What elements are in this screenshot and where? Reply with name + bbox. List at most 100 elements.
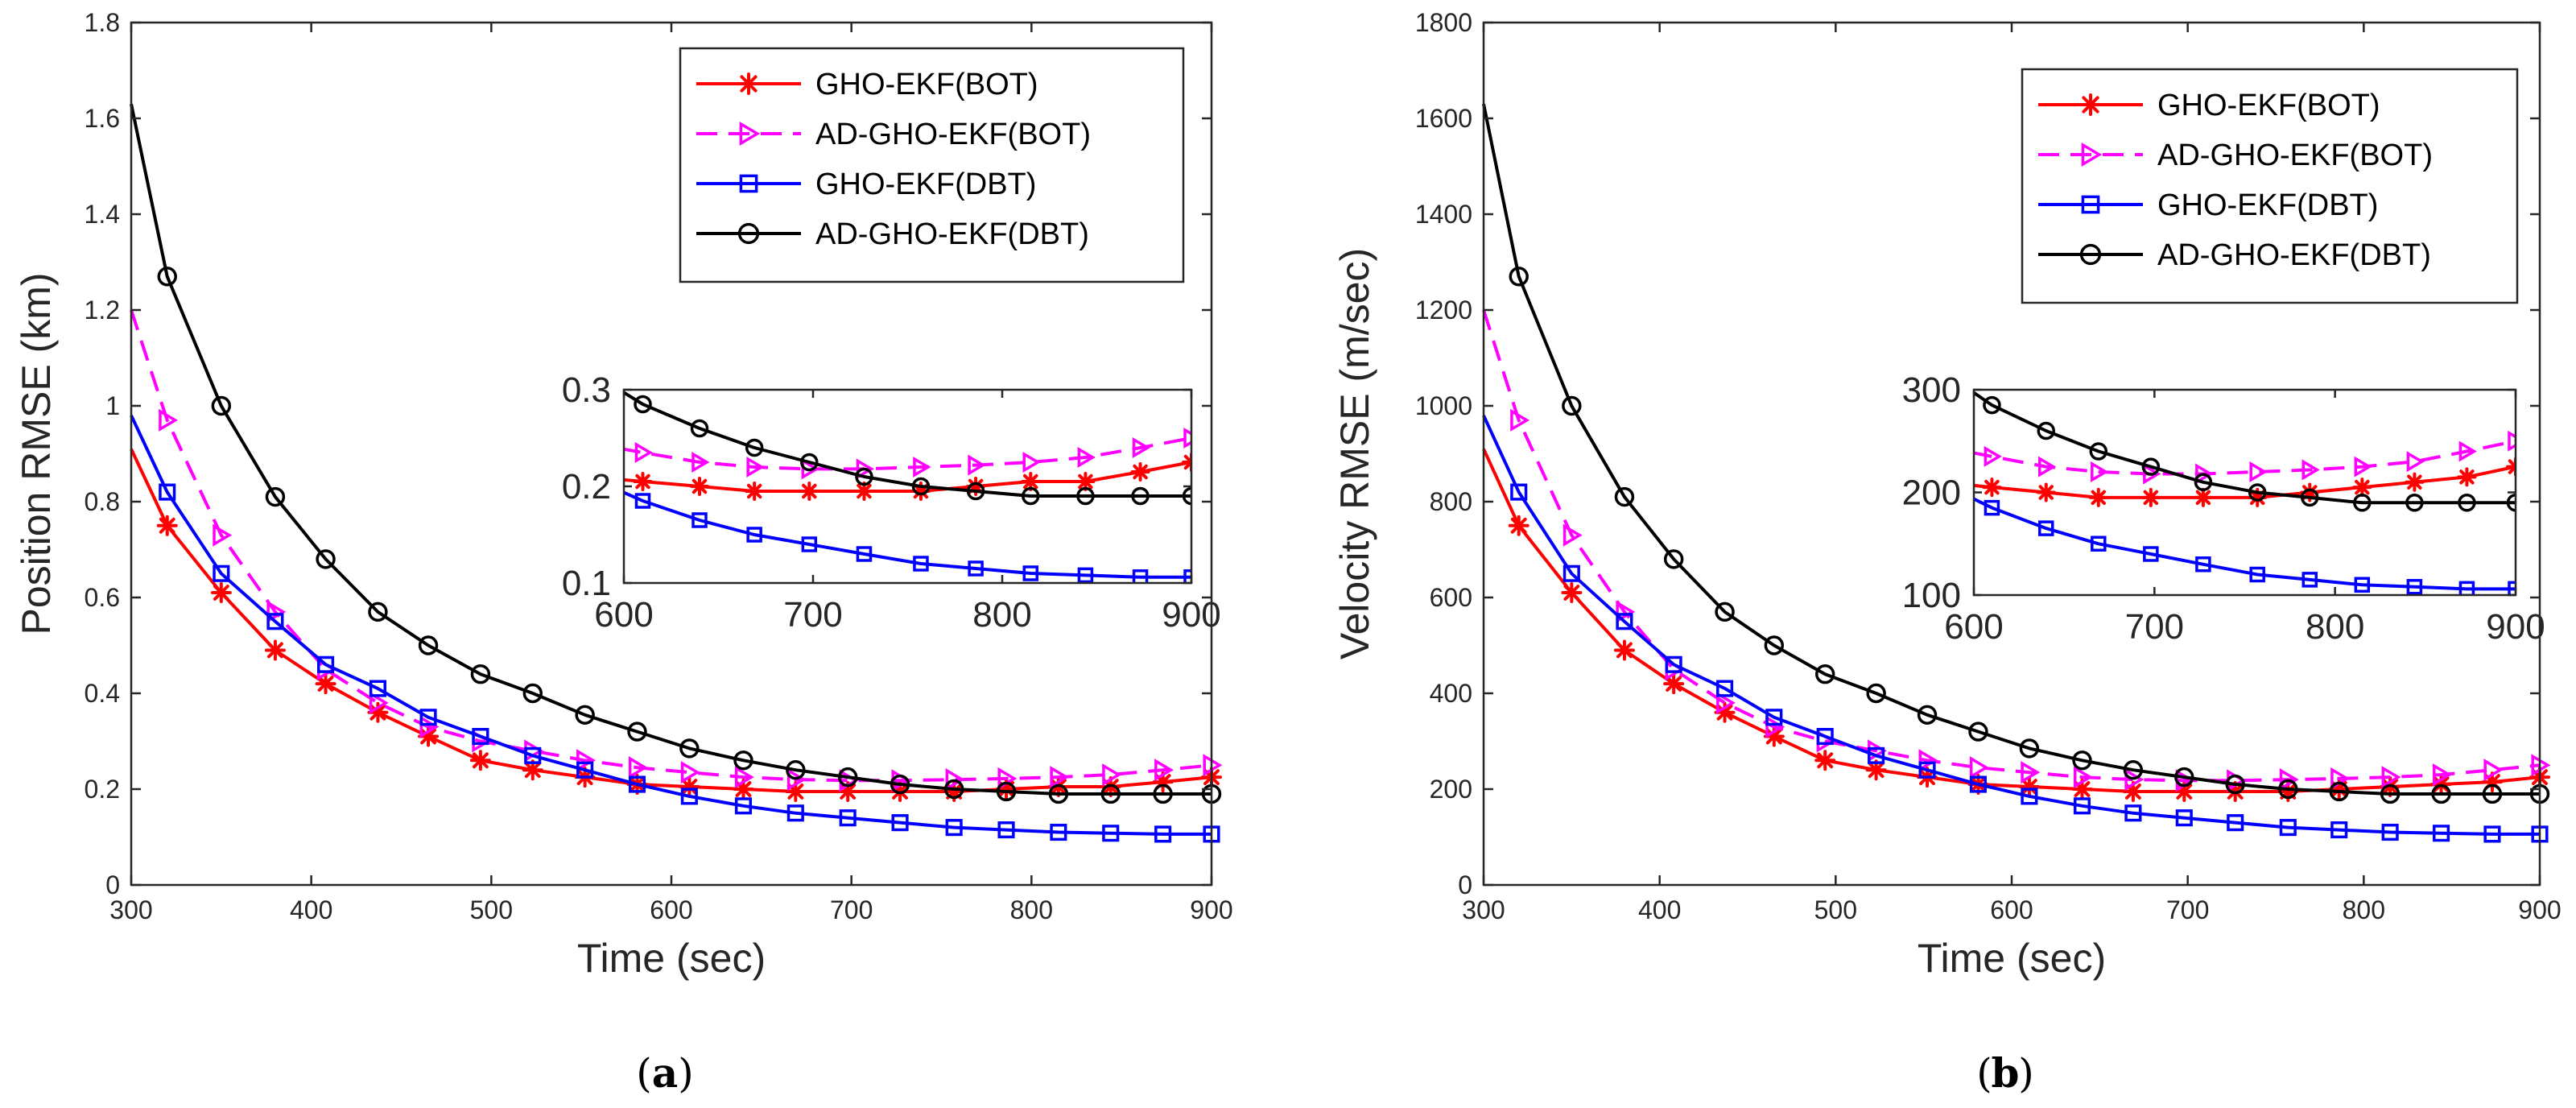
main-point-2-9	[576, 761, 594, 779]
inset-point-3-4	[800, 453, 819, 472]
main-point-3-2	[1562, 395, 1582, 416]
inset-point-2-1	[634, 493, 651, 509]
chart-b: 300 400 500 600 700 800 900 0 200 400 600 800 1000 12…	[1332, 8, 2562, 1097]
main-point-3-10	[1968, 721, 1988, 742]
main-point-0-7	[1814, 750, 1836, 771]
legend-label-2: GHO-EKF(DBT)	[2157, 188, 2378, 222]
legend-marker-3	[737, 222, 760, 245]
inset-point-0-9	[1075, 472, 1096, 491]
inset-point-0-1	[633, 472, 653, 491]
inset-point-2-8	[2354, 577, 2371, 593]
main-point-3-11	[679, 738, 700, 759]
main-point-3-4	[1663, 549, 1684, 569]
main-point-1-16	[2279, 768, 2299, 792]
inset-point-1-4	[2143, 463, 2161, 485]
main-point-3-13	[2123, 760, 2144, 780]
legend-marker-1	[739, 121, 761, 147]
main-point-1-16	[945, 768, 965, 792]
inset-point-0-10	[2457, 467, 2477, 487]
main-series-line-3	[1482, 103, 2540, 796]
x-tick-label: 400	[290, 895, 332, 924]
inset-point-2-7	[2301, 572, 2318, 588]
inset-point-2-5	[856, 546, 873, 562]
x-axis-label: Time (sec)	[1918, 936, 2106, 981]
main-point-2-16	[945, 819, 963, 837]
main-point-3-4	[316, 549, 336, 569]
main-point-3-3	[1614, 486, 1635, 507]
main-point-1-18	[2381, 766, 2401, 789]
inset-point-2-3	[2091, 535, 2107, 552]
main-series-line-0	[1482, 448, 2541, 793]
inset-point-2-10	[2458, 581, 2475, 595]
inset-point-3-7	[966, 482, 985, 501]
main-point-1-18	[1050, 766, 1070, 789]
inset-point-1-1	[634, 441, 653, 464]
legend-label-1: AD-GHO-EKF(BOT)	[815, 118, 1091, 151]
main-point-1-3	[266, 600, 287, 623]
inset-x-tick-label: 700	[783, 595, 842, 635]
main-point-1-1	[1510, 408, 1530, 432]
main-point-3-19	[2431, 783, 2451, 804]
main-point-2-12	[2073, 797, 2091, 815]
main-point-2-12	[734, 797, 753, 815]
main-point-3-11	[2019, 738, 2040, 759]
main-point-2-14	[839, 809, 857, 827]
legend-marker-1	[2081, 142, 2103, 167]
inset-point-3-2	[2037, 421, 2055, 440]
inset-point-3-1	[1983, 395, 2001, 415]
y-axis-label: Velocity RMSE (m/sec)	[1332, 248, 1377, 659]
inset-point-3-6	[911, 477, 931, 496]
main-point-1-2	[213, 523, 233, 547]
main-point-1-11	[680, 761, 700, 784]
inset-point-2-2	[2037, 520, 2054, 536]
main-point-2-1	[1510, 483, 1528, 501]
y-tick-label: 1.2	[85, 296, 120, 325]
y-tick-label: 1200	[1415, 296, 1472, 325]
main-point-2-8	[524, 746, 542, 764]
main-point-0-2	[210, 582, 232, 604]
x-tick-label: 800	[1010, 895, 1053, 924]
inset-series-1	[1974, 430, 2516, 485]
main-point-1-3	[1616, 600, 1636, 623]
main-point-2-10	[1969, 775, 1988, 793]
inset-series-3	[624, 391, 1191, 506]
inset-series-1	[624, 427, 1191, 480]
legend-marker-3	[2079, 243, 2102, 266]
main-point-1-20	[2483, 759, 2504, 782]
inset-point-1-8	[1022, 451, 1041, 473]
inset-point-0-2	[690, 477, 709, 496]
panel-caption: (a)	[636, 1049, 694, 1097]
main-point-1-9	[1918, 749, 1938, 772]
inset-point-1-8	[2354, 456, 2372, 478]
main-series-3	[130, 103, 1222, 804]
main-point-3-17	[2329, 781, 2349, 802]
y-tick-label: 1.4	[85, 200, 120, 229]
inset-series-0	[624, 453, 1191, 501]
main-point-1-5	[1716, 691, 1736, 714]
inset-y-tick-label: 300	[1902, 370, 1961, 410]
inset-series-line-3	[624, 391, 1191, 498]
main-point-2-3	[266, 613, 284, 630]
inset-point-1-10	[1132, 436, 1151, 459]
main-point-3-18	[1048, 783, 1069, 804]
y-tick-label: 1.6	[85, 104, 120, 133]
main-point-3-9	[1917, 705, 1938, 725]
inset-point-2-9	[2406, 579, 2423, 595]
main-point-1-12	[734, 766, 754, 789]
main-point-0-4	[315, 673, 336, 695]
inset-x-tick-label: 800	[2306, 607, 2364, 647]
main-point-1-11	[2021, 761, 2041, 784]
main-point-3-14	[837, 767, 858, 788]
caption-open-paren: (	[636, 1050, 652, 1097]
x-tick-label: 700	[2166, 895, 2209, 924]
inset-point-1-11	[2508, 430, 2516, 452]
inset-point-0-3	[745, 482, 765, 501]
main-point-2-8	[1868, 746, 1885, 764]
legend: GHO-EKF(BOT) AD-GHO-EKF(BOT) GHO-EKF(DBT) A…	[2021, 68, 2519, 304]
y-tick-label: 0.2	[85, 775, 120, 804]
inset-y-tick-label: 0.2	[562, 467, 611, 506]
main-point-2-4	[317, 655, 335, 673]
inset-point-1-7	[968, 454, 986, 476]
main-point-1-10	[1969, 756, 1989, 779]
